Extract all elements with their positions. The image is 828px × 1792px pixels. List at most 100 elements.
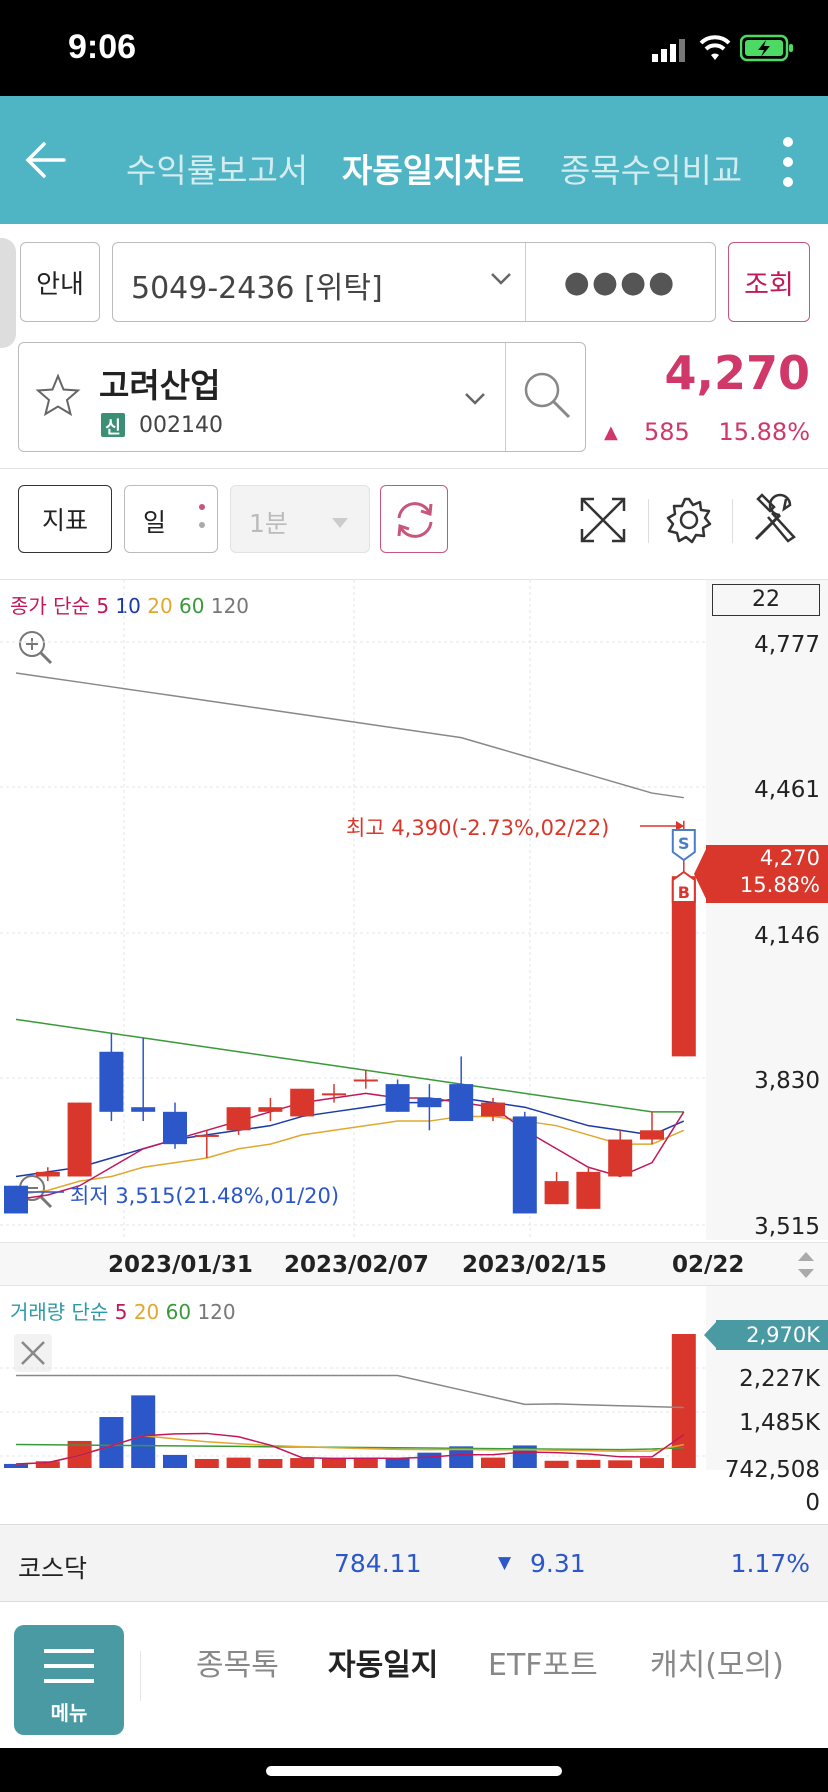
bottom-nav: 메뉴 [0,1603,828,1748]
candle-body [194,1134,219,1137]
volume-bar [576,1459,601,1468]
status-bar: 9:06 [0,0,828,96]
star-icon[interactable] [35,373,81,421]
volume-current-badge: 2,970K [716,1320,828,1350]
volume-bar [226,1457,251,1468]
high-arrowhead [676,821,684,831]
ma10-line [15,1097,685,1178]
volume-bar [131,1395,156,1468]
candle-body [290,1088,315,1117]
volume-bar [481,1457,505,1468]
refresh-button[interactable] [380,485,448,553]
query-button[interactable]: 조회 [728,242,810,322]
volume-bar [417,1452,442,1468]
hamburger-icon [44,1649,94,1683]
volume-bar [163,1454,187,1468]
credit-badge: 신 [101,413,125,438]
stock-name[interactable]: 고려산업 [99,366,221,405]
back-arrow-icon[interactable] [22,136,70,188]
index-change: 9.31 [530,1549,586,1578]
volume-bar [258,1458,283,1468]
candle-body [4,1185,28,1214]
volume-bar [449,1446,474,1468]
password-field[interactable]: ●●●● [563,265,677,300]
x-tick: 2023/02/15 [462,1252,607,1278]
stock-change: 585 [644,418,690,446]
volume-ma5-line [15,1432,685,1465]
stock-code: 002140 [139,413,223,438]
chevron-down-icon[interactable] [489,271,513,291]
zoom-in-icon[interactable] [16,628,54,670]
period-button[interactable]: 일 [124,485,218,553]
tab-stock-talk[interactable]: 종목톡 [196,1648,279,1683]
tab-stock-return-compare[interactable]: 종목수익비교 [560,151,743,190]
volume-y-tick: 2,227K [739,1366,820,1392]
volume-bar [640,1458,664,1468]
volume-bar [290,1458,315,1468]
index-pct: 1.17% [730,1549,810,1578]
tab-auto-journal-chart[interactable]: 자동일지차트 [342,151,525,190]
more-vertical-icon[interactable] [780,136,796,192]
index-bar[interactable]: 코스닥 784.11 ▼ 9.31 1.17% [0,1524,828,1602]
battery-icon [739,34,796,66]
candle-body [67,1102,92,1177]
ma120-line [15,672,684,799]
resize-handle-icon[interactable] [796,1249,816,1285]
search-icon[interactable] [521,369,573,425]
candlestick-chart[interactable]: SB [0,580,706,1240]
volume-bar [353,1458,378,1468]
home-indicator[interactable] [266,1766,562,1776]
guide-button[interactable]: 안내 [20,242,100,322]
candle-body [417,1097,442,1108]
expand-icon[interactable] [578,495,628,549]
volume-bar [322,1458,346,1468]
period-label: 일 [143,508,167,537]
tab-return-report[interactable]: 수익률보고서 [126,151,309,190]
tools-icon[interactable] [750,493,800,549]
ma5-line [15,1092,685,1201]
tab-auto-journal[interactable]: 자동일지 [328,1648,439,1683]
indicator-button[interactable]: 지표 [18,485,112,553]
chart-toolbar: 지표 일 1분 [0,469,828,579]
volume-bar [4,1463,28,1468]
volume-ma120-line [16,1374,684,1409]
candle-body [512,1116,537,1214]
refresh-icon [397,502,433,538]
index-value: 784.11 [334,1549,422,1578]
candle-body [35,1171,60,1177]
gear-icon[interactable] [664,495,714,549]
buy-marker-label: B [678,883,690,902]
y-tick: 4,777 [754,632,820,658]
menu-button[interactable]: 메뉴 [14,1625,124,1735]
volume-bar [385,1458,410,1468]
ma20-line [15,1115,685,1196]
chevron-down-icon[interactable] [463,391,487,411]
current-price-badge: 4,270 15.88% [706,845,828,903]
account-number[interactable]: 5049-2436 [위탁] [131,271,383,306]
candle-count-box[interactable]: 22 [712,584,820,616]
candle-body [353,1079,378,1082]
candle-body [99,1051,124,1112]
candle-body [226,1107,251,1131]
side-drawer-handle[interactable] [0,238,16,348]
candle-body [449,1084,474,1122]
candle-body [640,1130,664,1140]
price-ma-legend: 종가 단순 5 10 20 60 120 [10,594,250,618]
candle-body [481,1102,505,1117]
close-icon[interactable] [14,1334,52,1372]
main-content: 안내 5049-2436 [위탁] ●●●● 조회 고려산업 신 002140 … [0,224,828,1748]
volume-bar [194,1458,219,1468]
tab-catch-mock[interactable]: 캐치(모의) [650,1648,784,1683]
candle-body [385,1084,410,1112]
down-triangle-icon: ▼ [498,1553,512,1573]
app-header: 수익률보고서 자동일지차트 종목수익비교 [0,96,828,224]
volume-chart[interactable] [0,1286,706,1470]
signal-icon [652,38,688,66]
stock-price: 4,270 [664,346,810,400]
y-tick: 4,146 [754,923,820,949]
account-selector: 5049-2436 [위탁] ●●●● [112,242,716,322]
tab-etf-port[interactable]: ETF포트 [488,1648,598,1683]
stock-change-pct: 15.88% [718,418,810,446]
volume-bar [544,1460,569,1468]
volume-y-tick: 742,508 [724,1457,820,1483]
